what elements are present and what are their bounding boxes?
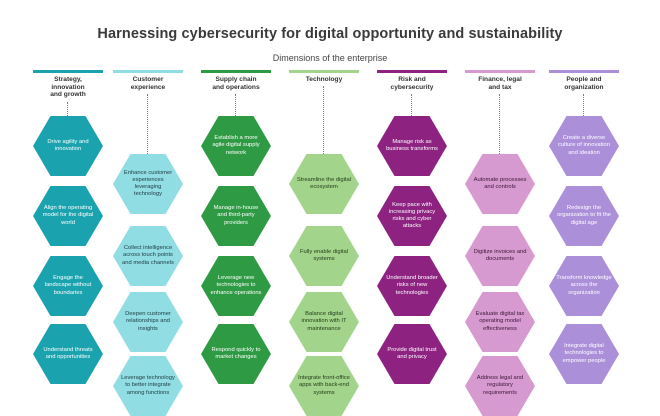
hexagon-label: Align the operating model for the digita… — [42, 205, 94, 226]
hexagon-label: Manage risk as business transforms — [386, 138, 438, 152]
column-color-bar — [33, 70, 103, 73]
column-heading: Risk and cybersecurity — [390, 76, 434, 91]
hexagon-label: Understand threats and opportunities — [43, 346, 93, 360]
hexagon-item: Deepen customer relationships and insigh… — [113, 292, 183, 352]
column-3: Technology Streamline the digital ecosyst… — [284, 66, 364, 416]
hexagon-item: Digitize invoices and documents — [465, 226, 535, 286]
hexagon-label: Manage in-house and third-party provider… — [213, 205, 259, 226]
column-1: Customer experience Enhance customer exper… — [108, 66, 188, 416]
hexagon-item: Manage in-house and third-party provider… — [201, 186, 271, 246]
diagram-subtitle: Dimensions of the enterprise — [272, 53, 388, 63]
hexagon-item: Integrate front-office apps with back-en… — [289, 356, 359, 416]
hexagon-item: Evaluate digital tax operating model eff… — [465, 292, 535, 352]
diagram-title: Harnessing cybersecurity for digital opp… — [97, 26, 563, 42]
hexagon-item: Enhance customer experiences leveraging … — [113, 154, 183, 214]
hexagon-label: Deepen customer relationships and insigh… — [125, 311, 171, 332]
hexagon-item: Manage risk as business transforms — [377, 116, 447, 176]
hexagon-item: Understand threats and opportunities — [33, 324, 103, 384]
hexagon-label: Fully enable digital systems — [299, 248, 348, 262]
column-heading: Strategy, innovation and growth — [50, 76, 86, 99]
column-5: Finance, legal and tax Automate processes … — [460, 66, 540, 416]
hexagon-label: Redesign the organization to fit the dig… — [557, 205, 611, 226]
column-heading: Technology — [305, 76, 343, 83]
hexagon-label: Leverage new technologies to enhance ope… — [210, 275, 262, 296]
hexagon-item: Address legal and regulatory requirement… — [465, 356, 535, 416]
column-heading: People and organization — [564, 76, 604, 91]
hexagon-label: Transform knowledge across the organizat… — [556, 275, 612, 296]
hexagon-label: Streamline the digital ecosystem — [296, 176, 352, 190]
hexagon-item: Automate processes and controls — [465, 154, 535, 214]
column-color-bar — [465, 70, 535, 73]
column-color-bar — [289, 70, 359, 73]
hexagon-label: Integrate digital technologies to empowe… — [562, 343, 606, 364]
hexagon-label: Enhance customer experiences leveraging … — [123, 169, 173, 198]
column-color-bar — [113, 70, 183, 73]
hexagon-item: Respond quickly to market changes — [201, 324, 271, 384]
hexagon-item: Redesign the organization to fit the dig… — [549, 186, 619, 246]
hexagon-label: Address legal and regulatory requirement… — [476, 375, 524, 396]
hexagon-label: Establish a more agile digital supply ne… — [212, 135, 260, 156]
dotted-connector — [323, 86, 324, 158]
hexagon-label: Keep pace with increasing privacy risks … — [388, 201, 436, 230]
hexagon-label: Integrate front-office apps with back-en… — [298, 375, 350, 396]
hexagon-item: Provide digital trust and privacy — [377, 324, 447, 384]
column-4: Risk and cybersecurity Manage risk as busi… — [372, 66, 452, 412]
column-color-bar — [201, 70, 271, 73]
hexagon-item: Collect intelligence across touch points… — [113, 226, 183, 286]
hexagon-label: Leverage technology to better integrate … — [121, 375, 175, 396]
column-heading: Customer experience — [130, 76, 166, 91]
hexagon-item: Keep pace with increasing privacy risks … — [377, 186, 447, 246]
hexagon-item: Engage the landscape without boundaries — [33, 256, 103, 316]
column-6: People and organization Create a diverse c… — [544, 66, 624, 412]
hexagon-item: Transform knowledge across the organizat… — [549, 256, 619, 316]
hexagon-item: Integrate digital technologies to empowe… — [549, 324, 619, 384]
hexagon-label: Provide digital trust and privacy — [387, 346, 437, 360]
hexagon-item: Fully enable digital systems — [289, 226, 359, 286]
hexagon-item: Establish a more agile digital supply ne… — [201, 116, 271, 176]
hexagon-label: Engage the landscape without boundaries — [44, 275, 92, 296]
hexagon-label: Evaluate digital tax operating model eff… — [475, 311, 525, 332]
column-color-bar — [377, 70, 447, 73]
column-2: Supply chain and operations Establish a mo… — [196, 66, 276, 412]
hexagon-item: Leverage new technologies to enhance ope… — [201, 256, 271, 316]
hexagon-item: Drive agility and innovation — [33, 116, 103, 176]
column-heading: Finance, legal and tax — [478, 76, 522, 91]
hexagon-label: Understand broader risks of new technolo… — [386, 275, 438, 296]
dotted-connector — [583, 94, 584, 120]
hexagon-label: Balance digital innovation with IT maint… — [301, 311, 347, 332]
column-heading: Supply chain and operations — [212, 76, 260, 91]
hexagon-item: Leverage technology to better integrate … — [113, 356, 183, 416]
hexagon-item: Balance digital innovation with IT maint… — [289, 292, 359, 352]
hexagon-label: Drive agility and innovation — [47, 138, 89, 152]
hexagon-item: Understand broader risks of new technolo… — [377, 256, 447, 316]
dotted-connector — [499, 94, 500, 158]
column-color-bar — [549, 70, 619, 73]
dotted-connector — [147, 94, 148, 158]
hexagon-label: Create a diverse culture of innovation a… — [558, 135, 610, 156]
dotted-connector — [235, 94, 236, 120]
hexagon-item: Streamline the digital ecosystem — [289, 154, 359, 214]
column-0: Strategy, innovation and growth Drive agili… — [28, 66, 108, 412]
hexagon-item: Align the operating model for the digita… — [33, 186, 103, 246]
hexagon-label: Digitize invoices and documents — [473, 248, 527, 262]
dotted-connector — [67, 102, 68, 120]
hexagon-label: Collect intelligence across touch points… — [122, 245, 174, 266]
hexagon-label: Automate processes and controls — [473, 176, 527, 190]
hexagon-item: Create a diverse culture of innovation a… — [549, 116, 619, 176]
dotted-connector — [411, 94, 412, 120]
hexagon-label: Respond quickly to market changes — [211, 346, 261, 360]
